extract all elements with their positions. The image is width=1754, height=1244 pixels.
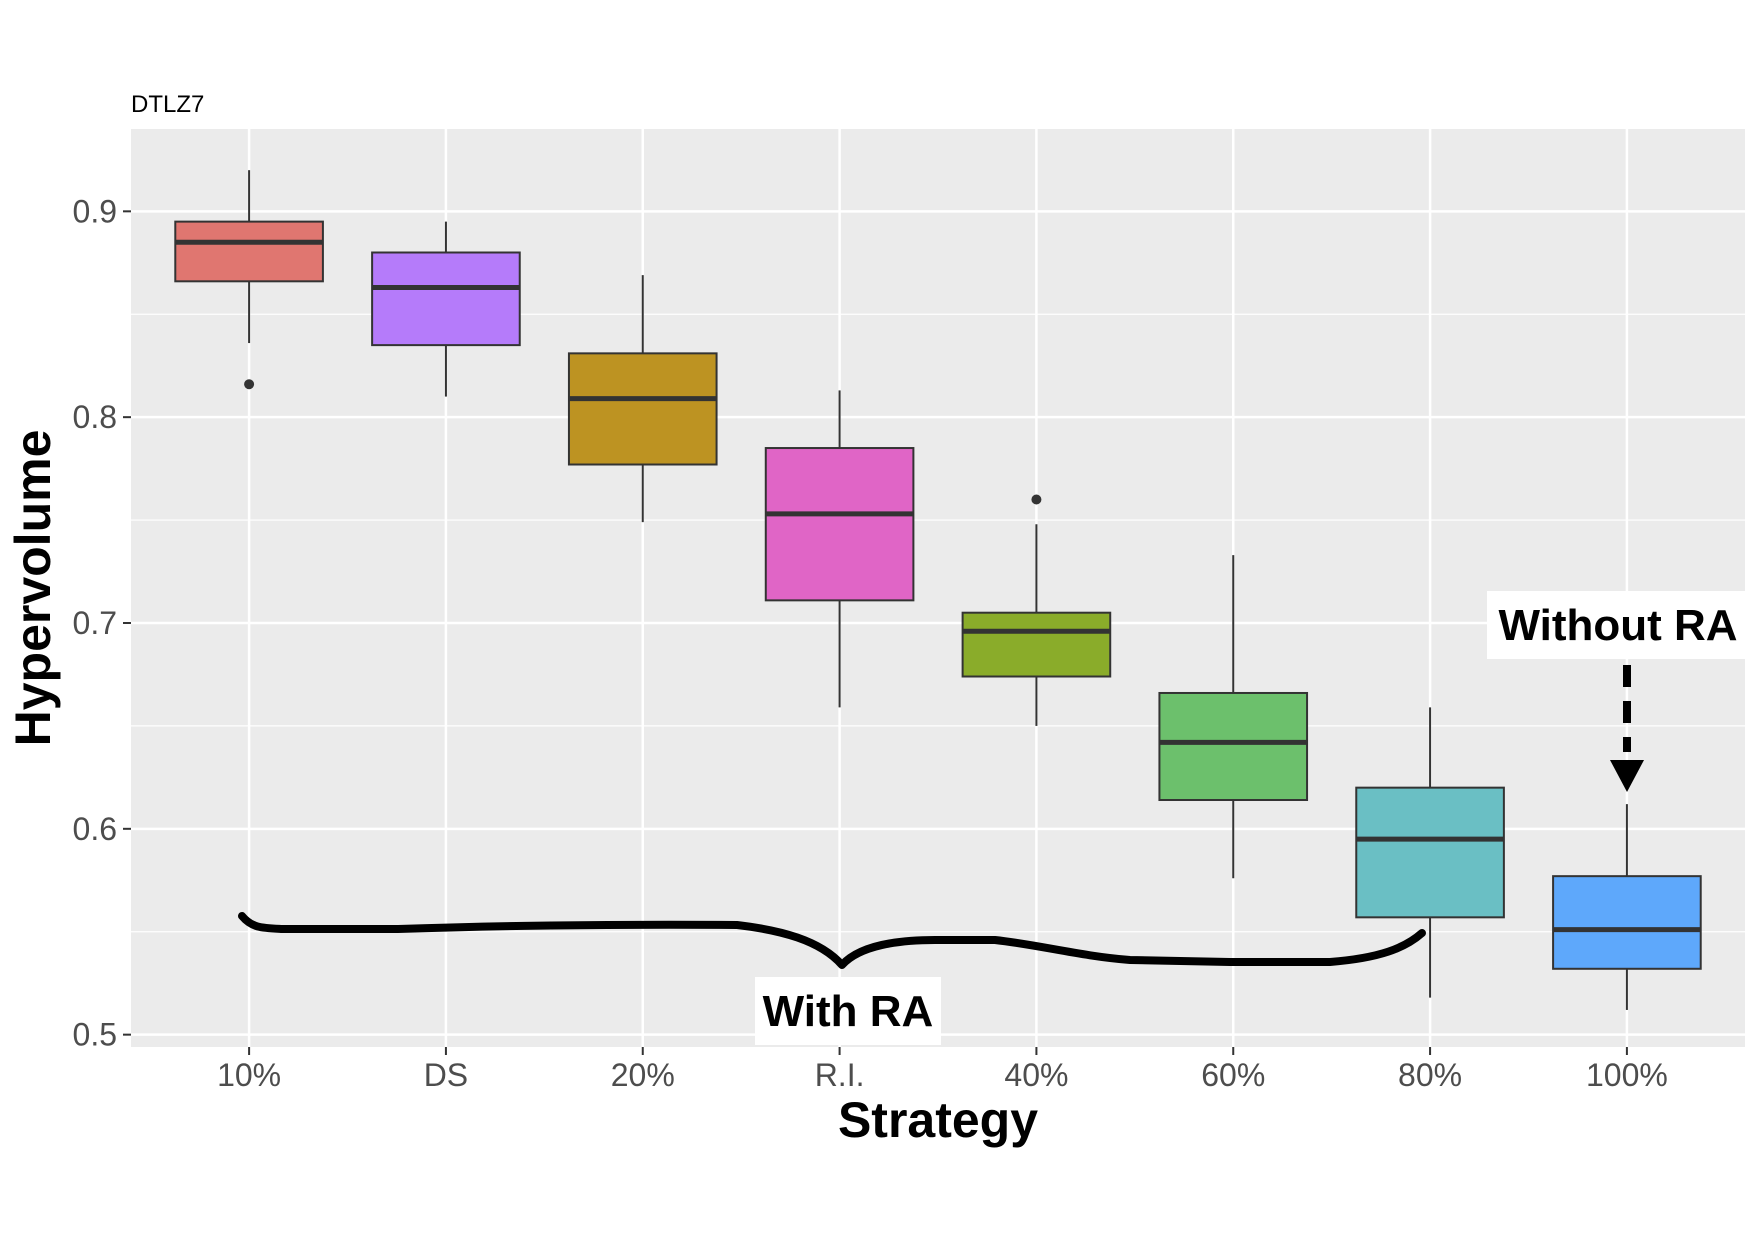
y-tick-label: 0.8 bbox=[73, 399, 117, 435]
box-iqr bbox=[961, 611, 1112, 678]
box-3 bbox=[567, 275, 718, 523]
box-8 bbox=[1552, 804, 1702, 1010]
box-6 bbox=[1158, 555, 1309, 879]
without-ra-label: Without RA bbox=[1498, 601, 1737, 650]
without-ra-label-bg bbox=[1487, 591, 1749, 659]
box-iqr bbox=[371, 251, 521, 347]
without-ra-arrow-head bbox=[1610, 760, 1644, 792]
axes-layer: 0.5 0.6 0.7 0.8 0.9 10% DS 20% R.I. 40% 60% 80% 100% bbox=[73, 193, 1668, 1093]
x-tick-label: DS bbox=[424, 1057, 468, 1093]
x-tick-label: 60% bbox=[1201, 1057, 1265, 1093]
box-5 bbox=[961, 494, 1112, 726]
x-tick-label: 10% bbox=[217, 1057, 281, 1093]
box-iqr bbox=[174, 220, 324, 283]
boxes-layer bbox=[174, 170, 1702, 1010]
with-ra-label: With RA bbox=[763, 987, 934, 1036]
box-4 bbox=[764, 390, 915, 708]
x-tick-label: 80% bbox=[1398, 1057, 1462, 1093]
box-iqr bbox=[764, 447, 915, 602]
y-tick-label: 0.7 bbox=[73, 605, 117, 641]
y-axis-title: Hypervolume bbox=[5, 430, 61, 747]
with-ra-label-bg bbox=[755, 977, 941, 1045]
with-ra-brace bbox=[238, 912, 1426, 969]
box-2 bbox=[371, 221, 521, 397]
x-tick-label: 20% bbox=[611, 1057, 675, 1093]
box-1 bbox=[174, 170, 324, 390]
x-tick-label: R.I. bbox=[815, 1057, 865, 1093]
outlier-point bbox=[244, 379, 255, 390]
x-axis-title: Strategy bbox=[838, 1092, 1038, 1148]
y-tick-label: 0.5 bbox=[73, 1017, 117, 1053]
chart-title: DTLZ7 bbox=[131, 91, 204, 118]
y-tick-label: 0.9 bbox=[73, 193, 117, 229]
box-iqr bbox=[1552, 875, 1702, 970]
y-tick-label: 0.6 bbox=[73, 811, 117, 847]
box-iqr bbox=[1158, 691, 1309, 802]
x-tick-label: 40% bbox=[1004, 1057, 1068, 1093]
box-iqr bbox=[567, 352, 718, 466]
box-7 bbox=[1355, 707, 1505, 998]
x-tick-label: 100% bbox=[1586, 1057, 1668, 1093]
outlier-point bbox=[1031, 494, 1042, 505]
box-iqr bbox=[1355, 786, 1505, 919]
